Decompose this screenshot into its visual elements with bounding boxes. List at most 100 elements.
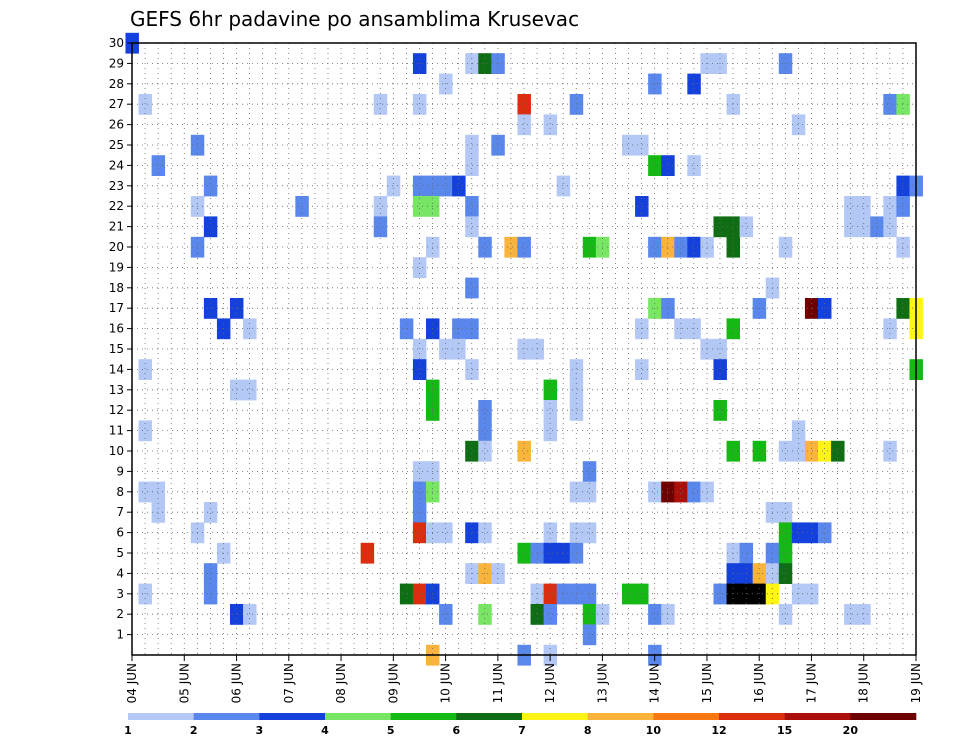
precip-cell bbox=[517, 338, 531, 360]
precip-cell bbox=[230, 604, 244, 625]
precip-cell bbox=[439, 522, 453, 544]
precip-cell bbox=[151, 155, 166, 176]
y-tick-label: 29 bbox=[109, 56, 124, 70]
precip-cell bbox=[752, 440, 767, 462]
precip-cell bbox=[412, 338, 427, 360]
y-tick-label: 3 bbox=[116, 587, 124, 601]
precip-cell bbox=[465, 359, 479, 380]
legend-label: 8 bbox=[584, 724, 592, 737]
legend-swatch bbox=[456, 713, 523, 720]
precip-cell bbox=[804, 522, 819, 544]
legend-label: 10 bbox=[646, 724, 662, 737]
legend-label: 3 bbox=[256, 724, 264, 737]
precip-cell bbox=[674, 481, 688, 503]
y-tick-label: 27 bbox=[109, 97, 124, 111]
precip-cell bbox=[791, 522, 806, 544]
legend-label: 20 bbox=[843, 724, 859, 737]
precip-cell bbox=[857, 216, 871, 238]
precip-cell bbox=[582, 522, 597, 544]
precip-cell bbox=[465, 440, 479, 462]
precip-cell bbox=[648, 604, 662, 625]
precip-cell bbox=[844, 216, 858, 238]
legend-swatch bbox=[719, 713, 785, 720]
x-tick-label: 15 JUN bbox=[700, 663, 714, 703]
precip-cell bbox=[883, 94, 897, 115]
legend-swatch bbox=[128, 713, 194, 720]
precip-cell bbox=[778, 604, 793, 625]
y-tick-label: 19 bbox=[109, 260, 124, 274]
precip-cell bbox=[569, 94, 584, 115]
precip-cell bbox=[373, 216, 388, 238]
y-tick-label: 22 bbox=[109, 199, 124, 213]
precip-cell bbox=[883, 196, 897, 217]
precip-cell bbox=[543, 379, 558, 401]
y-tick-label: 2 bbox=[116, 607, 124, 621]
precip-cell bbox=[465, 196, 479, 217]
y-tick-label: 6 bbox=[116, 526, 124, 540]
precip-cell bbox=[465, 522, 479, 544]
precip-cell bbox=[896, 196, 910, 217]
y-tick-label: 16 bbox=[109, 322, 124, 336]
precip-cell bbox=[412, 481, 427, 503]
precip-cell bbox=[138, 420, 152, 442]
precip-cell bbox=[582, 461, 597, 482]
precip-cell bbox=[543, 420, 558, 442]
legend-label: 1 bbox=[124, 724, 132, 737]
precip-cell bbox=[582, 481, 597, 503]
precip-cell bbox=[635, 359, 649, 380]
y-tick-label: 7 bbox=[116, 505, 124, 519]
precip-cell bbox=[412, 257, 427, 278]
precip-cell bbox=[896, 94, 910, 115]
precip-cell bbox=[478, 522, 492, 544]
precip-cell bbox=[778, 236, 793, 258]
precip-cell bbox=[543, 114, 558, 136]
precip-cell bbox=[230, 379, 244, 401]
precip-cell bbox=[687, 236, 701, 258]
precip-cell bbox=[138, 481, 152, 503]
y-tick-label: 21 bbox=[109, 220, 124, 234]
cells-layer bbox=[125, 32, 923, 666]
precip-cell bbox=[439, 175, 453, 197]
precip-cell bbox=[726, 440, 740, 462]
precip-cell bbox=[622, 134, 636, 156]
precip-cell bbox=[844, 196, 858, 217]
precip-cell bbox=[151, 481, 166, 503]
legend-label: 4 bbox=[321, 724, 329, 737]
legend-swatch bbox=[193, 713, 260, 720]
precip-cell bbox=[412, 461, 427, 482]
legend-swatch bbox=[850, 713, 917, 720]
precip-cell bbox=[543, 604, 558, 625]
precip-cell bbox=[543, 522, 558, 544]
precip-cell bbox=[635, 134, 649, 156]
x-tick-label: 09 JUN bbox=[386, 663, 400, 703]
precip-cell bbox=[569, 522, 584, 544]
precip-cell bbox=[439, 604, 453, 625]
precip-cell bbox=[203, 175, 218, 197]
y-tick-label: 17 bbox=[109, 301, 124, 315]
x-tick-label: 05 JUN bbox=[177, 663, 191, 703]
x-tick-label: 18 JUN bbox=[857, 663, 871, 703]
precip-cell bbox=[556, 175, 571, 197]
precip-cell bbox=[883, 216, 897, 238]
precip-cell bbox=[412, 94, 427, 115]
precip-cell bbox=[648, 236, 662, 258]
legend-swatch bbox=[784, 713, 851, 720]
x-tick-label: 17 JUN bbox=[804, 663, 818, 703]
y-tick-label: 30 bbox=[109, 36, 124, 50]
precip-cell bbox=[818, 522, 832, 544]
precip-cell bbox=[582, 624, 597, 646]
precip-cell bbox=[478, 400, 492, 421]
precip-cell bbox=[635, 196, 649, 217]
precip-cell bbox=[857, 196, 871, 217]
legend-swatch bbox=[259, 713, 326, 720]
legend-label: 15 bbox=[777, 724, 792, 737]
precip-cell bbox=[151, 502, 166, 523]
y-tick-label: 11 bbox=[109, 424, 124, 438]
precip-cell bbox=[517, 236, 531, 258]
precip-cell bbox=[778, 440, 793, 462]
x-tick-label: 12 JUN bbox=[543, 663, 557, 703]
y-tick-label: 26 bbox=[109, 118, 124, 132]
precip-cell bbox=[726, 94, 740, 115]
x-tick-label: 13 JUN bbox=[595, 663, 609, 703]
